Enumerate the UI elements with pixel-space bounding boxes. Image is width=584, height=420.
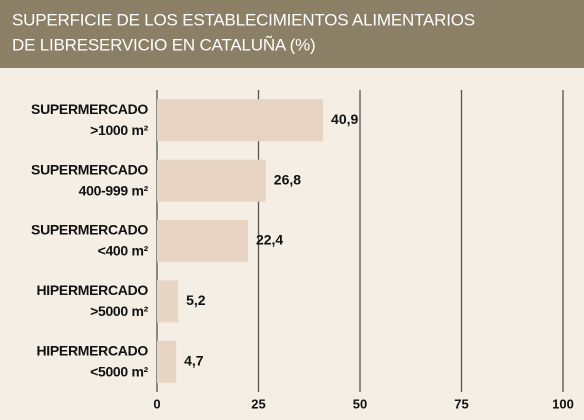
y-tick-label: SUPERMERCADO <box>31 101 148 117</box>
y-tick-label: >1000 m² <box>90 122 149 138</box>
y-tick-label: <5000 m² <box>90 364 149 380</box>
x-tick-label: 50 <box>353 396 367 411</box>
chart-title: DE LIBRESERVICIO EN CATALUÑA (%) <box>12 35 315 54</box>
y-tick-label: SUPERMERCADO <box>31 222 148 238</box>
chart-title: SUPERFICIE DE LOS ESTABLECIMIENTOS ALIME… <box>12 10 475 29</box>
bar <box>157 99 324 142</box>
bar <box>157 159 266 202</box>
data-label: 4,7 <box>184 353 204 369</box>
bar <box>157 340 177 383</box>
x-tick-label: 75 <box>454 396 468 411</box>
y-tick-label: >5000 m² <box>90 303 149 319</box>
y-tick-label: 400-999 m² <box>79 182 149 198</box>
x-tick-label: 0 <box>153 396 160 411</box>
x-tick-label: 100 <box>552 396 574 411</box>
y-tick-label: <400 m² <box>98 243 149 259</box>
data-label: 5,2 <box>186 292 206 308</box>
data-label: 22,4 <box>256 232 283 248</box>
y-tick-label: HIPERMERCADO <box>36 343 148 359</box>
data-label: 26,8 <box>274 171 301 187</box>
bar <box>157 280 179 323</box>
y-tick-label: HIPERMERCADO <box>36 282 148 298</box>
y-tick-label: SUPERMERCADO <box>31 161 148 177</box>
header <box>0 0 584 68</box>
data-label: 40,9 <box>331 111 358 127</box>
bar <box>157 220 248 262</box>
x-tick-label: 25 <box>251 396 265 411</box>
